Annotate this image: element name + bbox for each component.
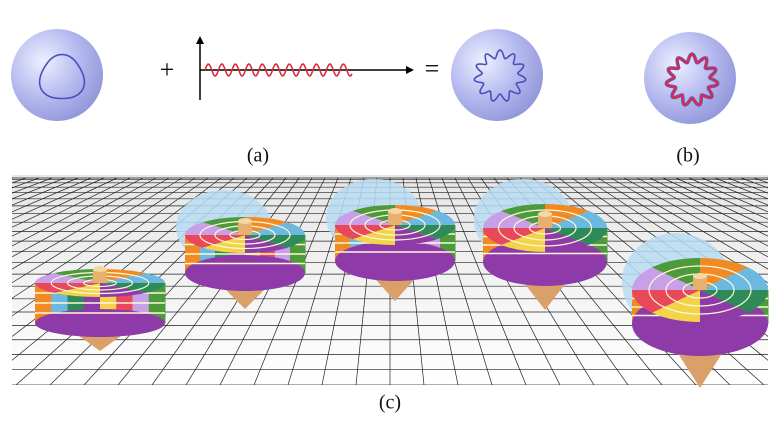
top-stem-cap: [693, 273, 707, 279]
top-stem-cap: [238, 218, 252, 224]
panel-label: (c): [379, 392, 401, 414]
sphere: [11, 29, 103, 121]
sphere: [644, 32, 736, 124]
top-stem-cap: [93, 266, 107, 272]
panel-label: (b): [676, 145, 699, 167]
sphere: [451, 29, 543, 121]
top-bottom: [335, 241, 455, 281]
panel-label: (a): [247, 145, 269, 167]
grid-line: [767, 178, 780, 385]
arrow-head: [196, 36, 204, 44]
arrow-head: [406, 66, 414, 74]
grid-line: [0, 178, 13, 385]
figure: + = (a) (b) (c): [0, 0, 780, 418]
top-stem-cap: [388, 208, 402, 214]
plus-sign: +: [160, 55, 175, 84]
top-bottom: [185, 255, 305, 291]
equals-sign: =: [425, 54, 440, 83]
top-stem-cap: [538, 211, 552, 217]
